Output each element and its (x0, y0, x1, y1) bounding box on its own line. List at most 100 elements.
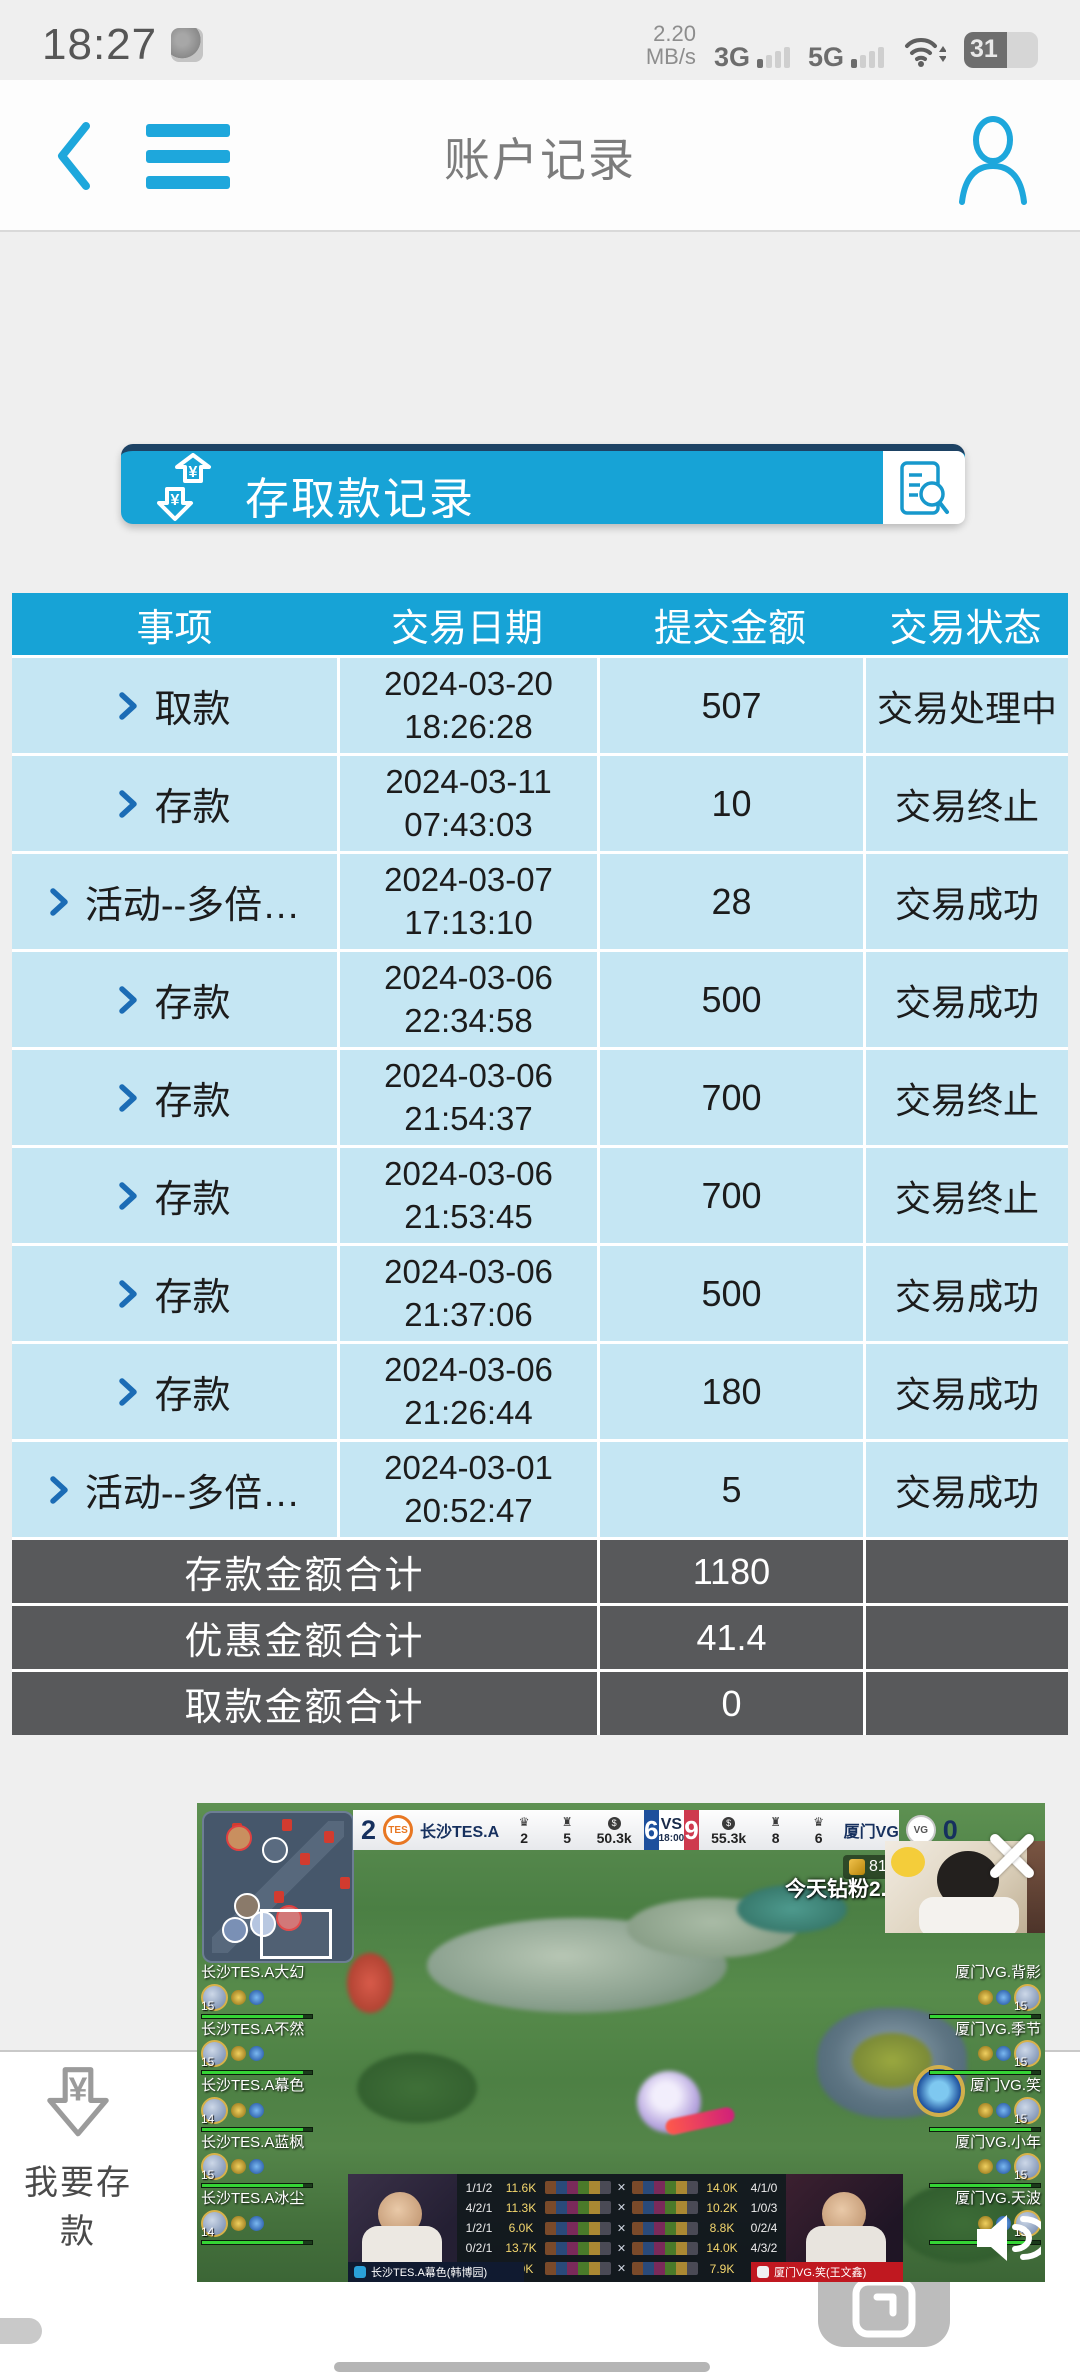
item-cell[interactable]: 存款 (12, 952, 337, 1047)
left-gold: 11.3K (505, 2200, 537, 2215)
table-row[interactable]: 活动--多倍… 2024-03-07 17:13:10 28 交易成功 (12, 854, 1068, 949)
item-cell[interactable]: 活动--多倍… (12, 1442, 337, 1537)
table-row[interactable]: 存款 2024-03-06 21:26:44 180 交易成功 (12, 1344, 1068, 1439)
item-cell[interactable]: 存款 (12, 756, 337, 851)
item-label: 活动--多倍… (84, 885, 301, 927)
item-cell[interactable]: 存款 (12, 1246, 337, 1341)
summary-value: 0 (600, 1672, 863, 1735)
item-cell[interactable]: 活动--多倍… (12, 854, 337, 949)
table-row[interactable]: 存款 2024-03-11 07:43:03 10 交易终止 (12, 756, 1068, 851)
right-gold: 7.9K (709, 2261, 735, 2276)
left-team-logo: TES (383, 1815, 414, 1845)
menu-icon[interactable] (146, 124, 230, 189)
search-records-button[interactable] (883, 451, 965, 524)
profile-icon[interactable] (952, 110, 1034, 206)
date-cell: 2024-03-06 21:26:44 (340, 1344, 597, 1439)
left-kills: 6 (644, 1810, 659, 1850)
player-card: 长沙TES.A蓝枫 15 (201, 2134, 313, 2188)
table-row[interactable]: 活动--多倍… 2024-03-01 20:52:47 5 交易成功 (12, 1442, 1068, 1537)
player-name: 厦门VG.背影 (955, 1964, 1041, 1981)
left-team-panel: 2 TES 长沙TES.A ♛ 2 ♜ 5 $50.3k (353, 1810, 644, 1850)
lane-icon: ✕ (616, 2182, 627, 2194)
summary-empty-cell (866, 1672, 1068, 1735)
page-title: 账户记录 (444, 134, 636, 186)
volume-icon[interactable] (967, 2201, 1041, 2275)
right-gold: 10.2K (706, 2200, 738, 2215)
row-chevron-icon (119, 985, 138, 1014)
edge-widget[interactable] (0, 2318, 42, 2344)
hero-level: 14 (201, 2111, 215, 2126)
summary-empty-cell (866, 1540, 1068, 1603)
left-items-strip (545, 2221, 611, 2235)
back-icon[interactable] (52, 120, 96, 192)
right-items-strip (632, 2201, 698, 2215)
left-gold: 11.6K (505, 2180, 537, 2195)
battery-icon: 31 (964, 32, 1038, 69)
game-time: 18:00 (658, 1832, 685, 1844)
health-bar (201, 2239, 313, 2245)
gold-icon: $ (722, 1816, 736, 1830)
date-cell: 2024-03-01 20:52:47 (340, 1442, 597, 1537)
item-cell[interactable]: 存款 (12, 1148, 337, 1243)
item-label: 活动--多倍… (84, 1473, 301, 1515)
deposit-button[interactable]: ¥ 我要存款 (8, 2062, 148, 2253)
item-icon (231, 2102, 246, 2118)
stats-row: 1/2/1 6.0K ✕ 8.8K 0/2/4 (461, 2220, 782, 2237)
amount-cell: 700 (600, 1050, 863, 1145)
status-cell: 交易处理中 (866, 658, 1068, 753)
health-bar (929, 2070, 1041, 2075)
network-speed: 2.20 MB/s (646, 22, 696, 68)
date-value: 2024-03-06 (384, 1057, 553, 1095)
left-kda: 0/2/1 (465, 2241, 493, 2256)
notification-icon (171, 28, 204, 62)
vs-box: VS 18:00 (658, 1810, 685, 1850)
table-row[interactable]: 存款 2024-03-06 22:34:58 500 交易成功 (12, 952, 1068, 1047)
player-name: 厦门VG.笑 (970, 2077, 1041, 2094)
right-team-logo: VG (905, 1815, 936, 1845)
health-bar (201, 2183, 313, 2188)
table-row[interactable]: 存款 2024-03-06 21:54:37 700 交易终止 (12, 1050, 1068, 1145)
time-value: 21:26:44 (404, 1393, 533, 1431)
item-cell[interactable]: 存款 (12, 1050, 337, 1145)
close-video-icon[interactable] (981, 1825, 1043, 1887)
left-kda: 1/2/1 (465, 2221, 493, 2235)
date-value: 2024-03-11 (385, 763, 552, 801)
left-items-strip (545, 2241, 611, 2255)
home-indicator[interactable] (334, 2362, 710, 2372)
time-value: 20:52:47 (404, 1491, 533, 1529)
dragon-icon: ♛ (813, 1814, 825, 1829)
table-row[interactable]: 取款 2024-03-20 18:26:28 507 交易处理中 (12, 658, 1068, 753)
timer-icon (849, 1859, 865, 1875)
amount-cell: 507 (600, 658, 863, 753)
status-cell: 交易成功 (866, 854, 1068, 949)
minimap-viewport (260, 1909, 332, 1959)
signal-bars-icon (756, 47, 790, 69)
status-cell: 交易终止 (866, 1050, 1068, 1145)
item-icon (978, 2159, 993, 2174)
hero-avatar: 15 (201, 1983, 228, 2013)
item-icon (996, 2159, 1011, 2174)
hero-level: 15 (201, 2168, 215, 2182)
table-header-row: 事项 交易日期 提交金额 交易状态 (12, 593, 1068, 655)
picture-in-picture-icon (852, 2278, 916, 2338)
deposit-label: 我要存款 (24, 2164, 132, 2251)
amount-cell: 700 (600, 1148, 863, 1243)
item-cell[interactable]: 取款 (12, 658, 337, 753)
records-table: 事项 交易日期 提交金额 交易状态 取款 2024-03-20 18:26:28… (12, 593, 1068, 1735)
date-value: 2024-03-06 (384, 1351, 553, 1389)
date-cell: 2024-03-06 22:34:58 (340, 952, 597, 1047)
table-row[interactable]: 存款 2024-03-06 21:37:06 500 交易成功 (12, 1246, 1068, 1341)
status-cell: 交易终止 (866, 1148, 1068, 1243)
banner-title: 存取款记录 (245, 475, 475, 524)
stats-row: 1/1/2 11.6K ✕ 14.0K 4/1/0 (461, 2179, 782, 2196)
item-label: 取款 (154, 689, 231, 731)
right-items-strip (632, 2221, 698, 2235)
item-cell[interactable]: 存款 (12, 1344, 337, 1439)
date-value: 2024-03-20 (384, 665, 553, 703)
live-stream-overlay[interactable]: 2 TES 长沙TES.A ♛ 2 ♜ 5 $50.3k 6 VS 18:00 9 … (197, 1803, 1045, 2282)
hero-level: 14 (201, 2224, 215, 2239)
table-row[interactable]: 存款 2024-03-06 21:53:45 700 交易终止 (12, 1148, 1068, 1243)
player-card: 厦门VG.季节 15 (929, 2021, 1041, 2075)
player-badge-icon (757, 2266, 769, 2278)
